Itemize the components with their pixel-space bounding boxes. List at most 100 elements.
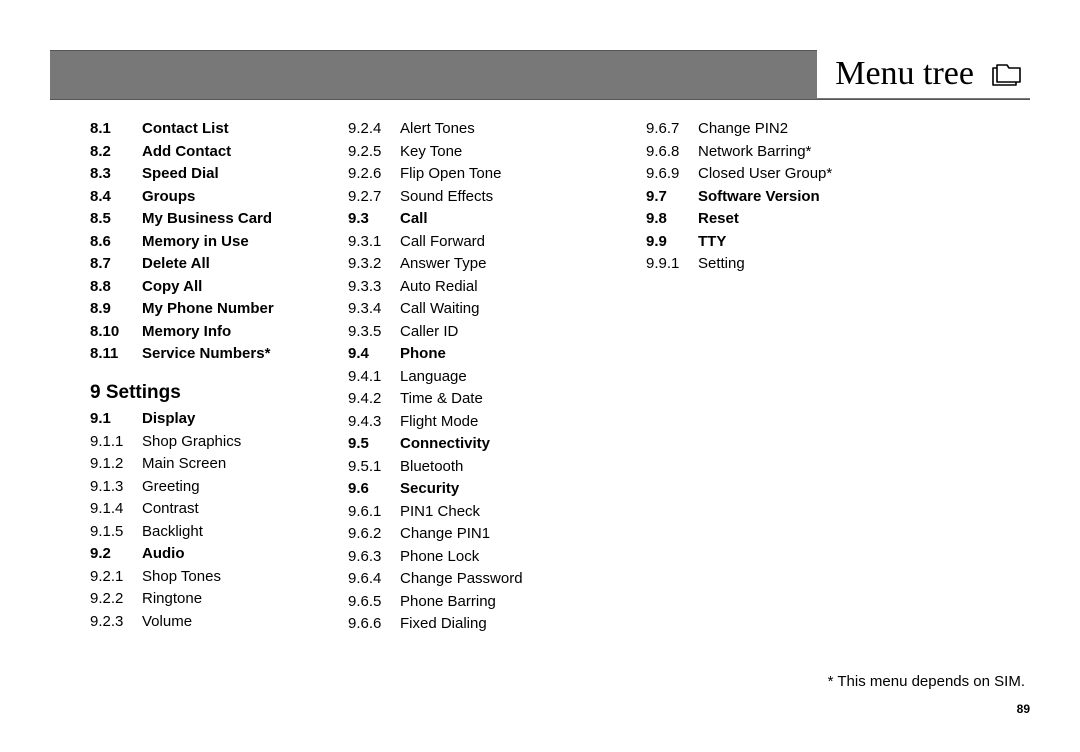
menu-number: 9.1.1 [90,431,142,454]
menu-row: 9.2.1Shop Tones [90,566,330,589]
menu-row: 9.6.2Change PIN1 [348,523,628,546]
column-2: 9.2.4Alert Tones9.2.5Key Tone9.2.6Flip O… [348,118,628,636]
menu-label: Call [400,208,628,231]
menu-label: TTY [698,231,946,254]
menu-number: 9.2.2 [90,588,142,611]
menu-row: 9.5.1Bluetooth [348,456,628,479]
menu-number: 9.2.3 [90,611,142,634]
menu-number: 9.2.1 [90,566,142,589]
menu-row: 8.5My Business Card [90,208,330,231]
folder-icon [988,59,1024,89]
menu-label: Memory in Use [142,231,330,254]
menu-row: 9.1.1Shop Graphics [90,431,330,454]
section-heading: 9 Settings [90,382,330,405]
menu-number: 9.6.6 [348,613,400,636]
menu-number: 9.4 [348,343,400,366]
menu-number: 8.7 [90,253,142,276]
menu-row: 9.1.3Greeting [90,476,330,499]
menu-row: 8.9My Phone Number [90,298,330,321]
menu-row: 9.1.5Backlight [90,521,330,544]
page: Menu tree 8.1Contact List8.2Add Contact8… [0,0,1080,752]
menu-number: 9.4.3 [348,411,400,434]
menu-label: Service Numbers* [142,343,330,366]
menu-label: Copy All [142,276,330,299]
column-3: 9.6.7Change PIN29.6.8Network Barring*9.6… [646,118,946,636]
menu-label: Audio [142,543,330,566]
menu-row: 8.1Contact List [90,118,330,141]
menu-label: Setting [698,253,946,276]
menu-label: My Business Card [142,208,330,231]
menu-number: 9.6 [348,478,400,501]
menu-number: 9.4.2 [348,388,400,411]
menu-number: 9.5.1 [348,456,400,479]
menu-label: Key Tone [400,141,628,164]
menu-label: Connectivity [400,433,628,456]
menu-number: 9.6.2 [348,523,400,546]
menu-label: My Phone Number [142,298,330,321]
menu-row: 8.2Add Contact [90,141,330,164]
menu-number: 9.2.7 [348,186,400,209]
menu-row: 9.4.1Language [348,366,628,389]
menu-row: 9.3.1Call Forward [348,231,628,254]
menu-label: Flip Open Tone [400,163,628,186]
menu-number: 9.3.4 [348,298,400,321]
menu-row: 9.6.5Phone Barring [348,591,628,614]
menu-number: 9.3.2 [348,253,400,276]
menu-row: 9.8Reset [646,208,946,231]
menu-number: 9.2.6 [348,163,400,186]
menu-number: 9.3.1 [348,231,400,254]
menu-label: Closed User Group* [698,163,946,186]
menu-row: 9.6.4Change Password [348,568,628,591]
menu-number: 8.5 [90,208,142,231]
menu-label: Reset [698,208,946,231]
menu-row: 9.7Software Version [646,186,946,209]
menu-number: 9.7 [646,186,698,209]
menu-row: 9.2.3Volume [90,611,330,634]
menu-number: 9.6.3 [348,546,400,569]
menu-row: 8.4Groups [90,186,330,209]
menu-row: 9.3.4Call Waiting [348,298,628,321]
menu-number: 9.6.9 [646,163,698,186]
menu-row: 9.4.3Flight Mode [348,411,628,434]
menu-row: 9.2.7Sound Effects [348,186,628,209]
menu-label: Network Barring* [698,141,946,164]
menu-number: 9.1.2 [90,453,142,476]
menu-number: 8.3 [90,163,142,186]
menu-label: Contact List [142,118,330,141]
menu-label: Change Password [400,568,628,591]
menu-number: 9.9.1 [646,253,698,276]
menu-row: 9.6.3Phone Lock [348,546,628,569]
menu-row: 9.2.2Ringtone [90,588,330,611]
menu-number: 9.1.3 [90,476,142,499]
menu-row: 9.6.8Network Barring* [646,141,946,164]
menu-label: Flight Mode [400,411,628,434]
menu-number: 8.2 [90,141,142,164]
menu-row: 9.9TTY [646,231,946,254]
columns: 8.1Contact List8.2Add Contact8.3Speed Di… [90,118,990,636]
menu-label: Display [142,408,330,431]
menu-row: 9.3.5Caller ID [348,321,628,344]
menu-label: Speed Dial [142,163,330,186]
menu-number: 9.1.5 [90,521,142,544]
menu-number: 9.4.1 [348,366,400,389]
menu-label: Bluetooth [400,456,628,479]
menu-number: 8.8 [90,276,142,299]
menu-row: 9.4.2Time & Date [348,388,628,411]
menu-row: 8.8Copy All [90,276,330,299]
menu-label: Sound Effects [400,186,628,209]
menu-label: Call Waiting [400,298,628,321]
menu-label: Language [400,366,628,389]
menu-number: 9.2 [90,543,142,566]
menu-label: Add Contact [142,141,330,164]
menu-label: Volume [142,611,330,634]
menu-number: 9.8 [646,208,698,231]
menu-row: 9.6.1PIN1 Check [348,501,628,524]
menu-row: 9.1.2Main Screen [90,453,330,476]
menu-number: 8.6 [90,231,142,254]
menu-number: 8.10 [90,321,142,344]
menu-label: Software Version [698,186,946,209]
menu-row: 9.6.7Change PIN2 [646,118,946,141]
menu-label: Ringtone [142,588,330,611]
column-1: 8.1Contact List8.2Add Contact8.3Speed Di… [90,118,330,636]
menu-label: Delete All [142,253,330,276]
